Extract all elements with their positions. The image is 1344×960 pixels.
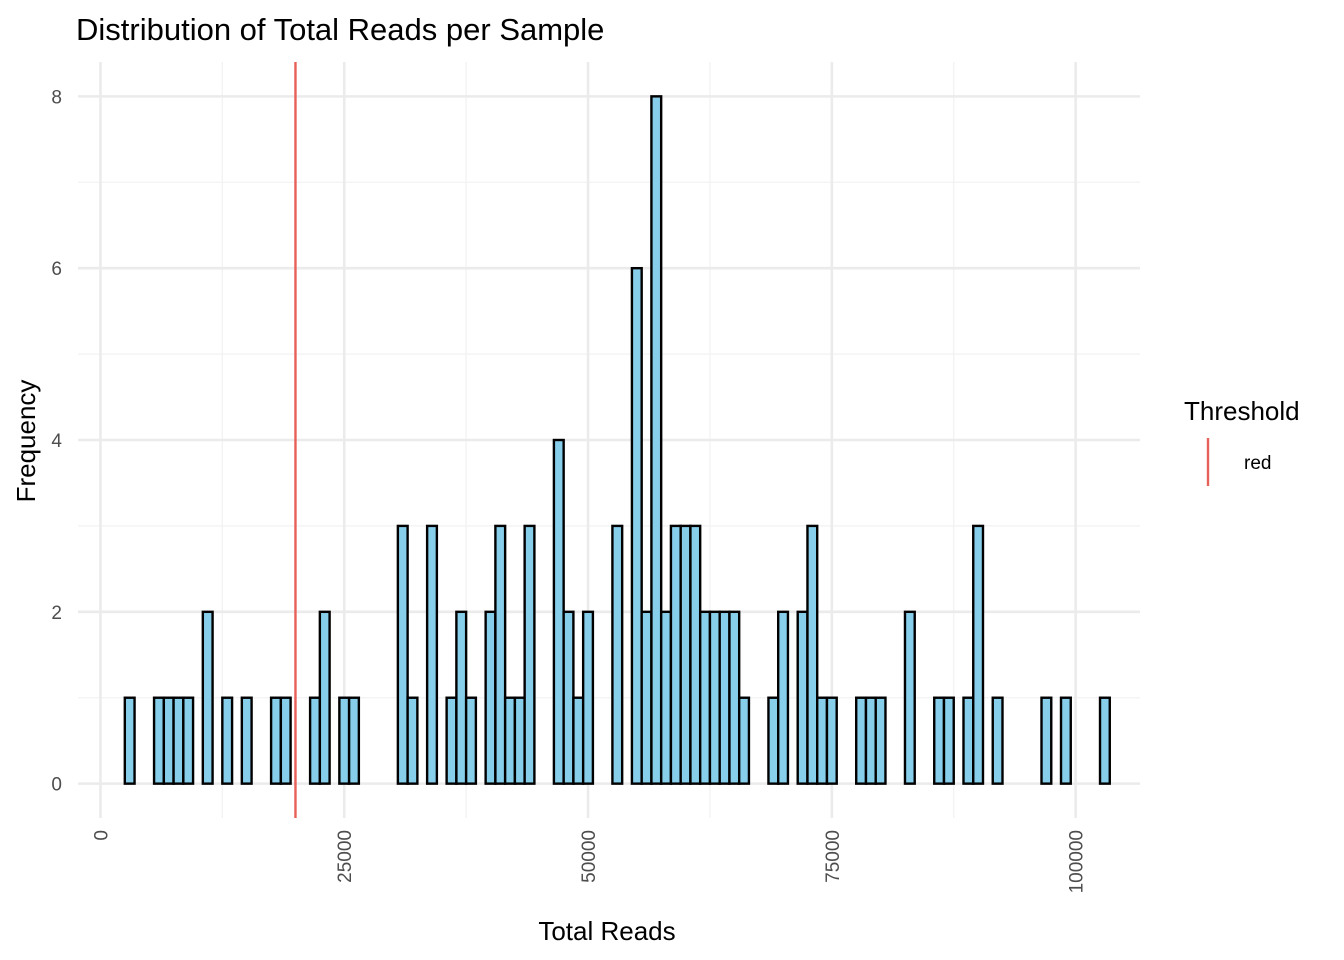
- x-tick-label-25000: 25000: [335, 830, 356, 883]
- histogram-bar-66: [767, 696, 780, 785]
- histogram-bar-84: [942, 696, 955, 785]
- y-tick-label-0: 0: [51, 775, 62, 796]
- histogram-bar-59: [698, 610, 712, 785]
- histogram-bar-15: [269, 696, 283, 785]
- histogram-bar-45: [562, 610, 575, 785]
- y-axis-title: Frequency: [11, 380, 41, 503]
- histogram-bar-23: [347, 696, 361, 785]
- histogram-bar-72: [825, 696, 838, 785]
- y-tick-label-8: 8: [51, 87, 62, 108]
- x-tick-label-50000: 50000: [579, 830, 600, 883]
- histogram-bar-38: [494, 524, 507, 785]
- histogram-bar-10: [221, 696, 234, 785]
- histogram-bar-47: [581, 610, 595, 785]
- y-tick-label-6: 6: [51, 259, 62, 280]
- histogram-bar-77: [874, 696, 887, 785]
- histogram-bar-12: [240, 696, 253, 785]
- histogram-bar-60: [708, 610, 721, 785]
- histogram-bar-50: [611, 524, 624, 785]
- histogram-bar-100: [1098, 696, 1111, 785]
- histogram-bar-44: [552, 438, 565, 785]
- histogram-bar-5: [172, 696, 185, 785]
- histogram-bar-71: [816, 696, 829, 785]
- histogram-bar-20: [318, 610, 331, 785]
- x-axis-title: Total Reads: [538, 916, 675, 946]
- histogram-bar-62: [728, 610, 741, 785]
- histogram-bar-76: [864, 696, 877, 785]
- legend: Threshold red: [1184, 396, 1300, 486]
- histogram-bar-96: [1059, 696, 1072, 785]
- histogram-bar-37: [484, 610, 497, 785]
- histogram-bars: [123, 95, 1111, 785]
- histogram-bar-67: [776, 610, 790, 785]
- histogram-bar-28: [396, 524, 409, 785]
- chart-title: Distribution of Total Reads per Sample: [76, 12, 604, 47]
- histogram-bar-6: [182, 696, 195, 785]
- y-axis-ticks: 0 2 4 6 8: [51, 87, 62, 795]
- histogram-bar-8: [201, 610, 214, 785]
- histogram-bar-31: [425, 524, 439, 785]
- histogram-bar-83: [933, 696, 946, 785]
- histogram-bar-54: [650, 95, 663, 785]
- histogram-bar-58: [689, 524, 702, 785]
- histogram-bar-40: [513, 696, 526, 785]
- histogram-bar-16: [279, 696, 292, 785]
- histogram-bar-86: [962, 696, 975, 785]
- histogram-bar-70: [806, 524, 819, 785]
- histogram-bar-52: [630, 266, 643, 785]
- histogram-bar-69: [796, 610, 809, 785]
- histogram-bar-35: [464, 696, 478, 785]
- x-tick-label-75000: 75000: [823, 830, 844, 883]
- histogram-bar-46: [572, 696, 585, 785]
- histogram-bar-57: [679, 524, 692, 785]
- histogram-bar-4: [162, 696, 175, 785]
- histogram-bar-75: [855, 696, 868, 785]
- histogram-bar-41: [523, 524, 536, 785]
- x-tick-label-100000: 100000: [1067, 830, 1088, 893]
- histogram-bar-3: [152, 696, 166, 785]
- histogram-bar-39: [503, 696, 517, 785]
- histogram-bar-29: [406, 696, 419, 785]
- histogram-bar-22: [338, 696, 351, 785]
- histogram-bar-0: [123, 696, 136, 785]
- histogram-bar-56: [669, 524, 682, 785]
- histogram-bar-55: [659, 610, 673, 785]
- histogram-bar-87: [972, 524, 985, 785]
- histogram-bar-89: [991, 696, 1004, 785]
- legend-title: Threshold: [1184, 396, 1300, 426]
- histogram-bar-34: [455, 610, 468, 785]
- x-axis-ticks: 0 25000 50000 75000 100000: [91, 830, 1087, 893]
- histogram-bar-80: [903, 610, 916, 785]
- y-tick-label-4: 4: [51, 431, 62, 452]
- histogram-bar-63: [737, 696, 751, 785]
- legend-label-red: red: [1244, 453, 1271, 474]
- histogram-bar-94: [1040, 696, 1053, 785]
- histogram-bar-61: [718, 610, 731, 785]
- histogram-bar-19: [308, 696, 322, 785]
- histogram-bar-33: [445, 696, 458, 785]
- x-tick-label-0: 0: [91, 830, 112, 841]
- histogram-bar-53: [640, 610, 653, 785]
- y-tick-label-2: 2: [51, 603, 62, 624]
